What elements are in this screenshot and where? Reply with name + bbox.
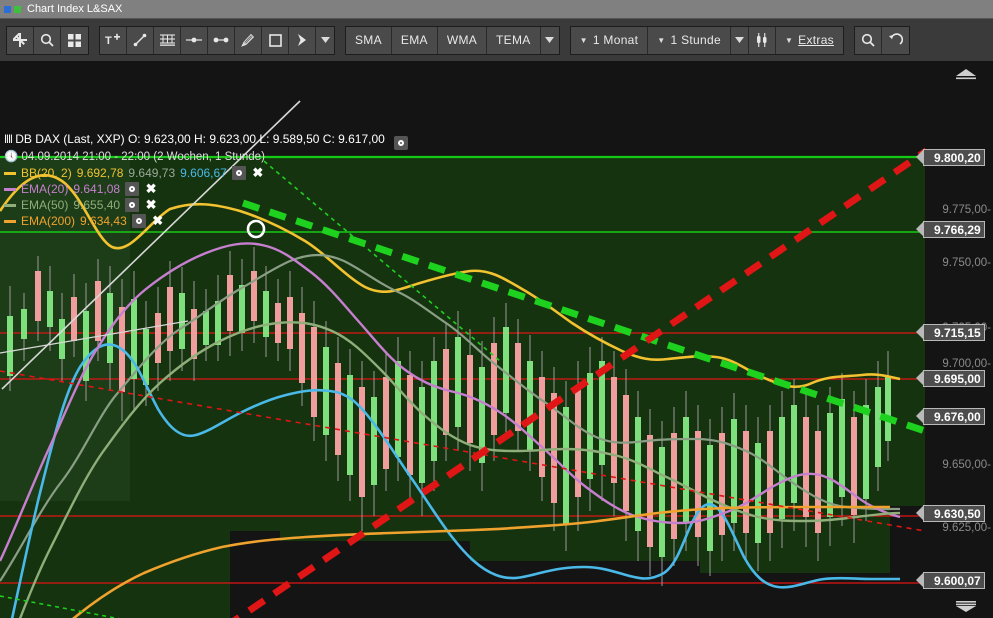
scroll-down-button[interactable] <box>955 599 977 612</box>
ema200-settings-icon[interactable] <box>131 214 146 228</box>
zoom-button[interactable] <box>854 26 882 54</box>
ema50-close-icon[interactable]: ✖ <box>145 197 157 212</box>
rectangle-tool-button[interactable] <box>262 26 289 54</box>
bollinger-middle-line <box>0 253 901 582</box>
interval-dropdown[interactable]: ▼ 1 Stunde <box>648 26 731 54</box>
white-diagonal-line <box>1 100 301 390</box>
timeframe-group: ▼ 1 Monat ▼ 1 Stunde ▼ Extras <box>569 25 844 55</box>
ema200-close-icon[interactable]: ✖ <box>152 213 164 228</box>
gridline-label-9625: 9.625,00- <box>942 522 991 534</box>
segment-tool-button[interactable] <box>208 26 235 54</box>
scroll-up-button[interactable] <box>955 68 977 80</box>
price-tag-9766[interactable]: 9.766,29 <box>916 221 985 238</box>
ema200-color-swatch <box>4 219 16 223</box>
undo-button[interactable] <box>881 26 909 54</box>
chart-canvas[interactable]: ‖‖ DB DAX (Last, XXP) O: 9.623,00 H: 9.6… <box>0 61 993 618</box>
chevron-down-icon: ▼ <box>657 35 666 45</box>
ema50-line <box>18 321 901 618</box>
horizontal-line-tool-button[interactable] <box>181 26 208 54</box>
gridline-label-9775: 9.775,00- <box>942 204 991 216</box>
window-title: Chart Index L&SAX <box>27 3 123 15</box>
average-group: SMA EMA WMA TEMA <box>345 25 560 55</box>
white-diagonal-line-2 <box>0 320 189 354</box>
settings-button[interactable] <box>7 26 34 54</box>
ema20-close-icon[interactable]: ✖ <box>145 181 157 196</box>
price-tag-9715[interactable]: 9.715,15 <box>916 324 985 341</box>
range-dropdown[interactable]: ▼ 1 Monat <box>570 26 649 54</box>
tema-button[interactable]: TEMA <box>487 26 541 54</box>
extras-dropdown[interactable]: ▼ Extras <box>775 26 843 54</box>
bb-value-lower: 9.606,67 <box>180 166 227 180</box>
ema20-value: 9.641,08 <box>73 182 121 196</box>
chevron-down-icon: ▼ <box>784 35 794 45</box>
price-tag-9630[interactable]: 9.630,50 <box>916 505 985 522</box>
interval-dropdown-label: 1 Stunde <box>670 33 721 47</box>
settings-group <box>6 25 89 55</box>
ema50-value: 9.655,40 <box>73 198 121 212</box>
ema50-label: EMA(50) <box>21 198 69 212</box>
green-dotted-trendline-lower <box>0 595 120 618</box>
bollinger-lower-line <box>10 343 900 618</box>
price-tag-9676[interactable]: 9.676,00 <box>916 408 985 425</box>
bb-value-middle: 9.649,73 <box>128 166 176 180</box>
gridline-label-9750: 9.750,00- <box>942 257 991 269</box>
chart-plot-area[interactable] <box>0 61 925 618</box>
extras-dropdown-label: Extras <box>798 33 834 47</box>
anchor-handle <box>246 219 266 239</box>
text-tool-button[interactable]: T <box>100 26 127 54</box>
ema200-line <box>71 505 890 618</box>
ema200-value: 9.634,43 <box>80 214 127 228</box>
status-dot-green <box>14 5 21 13</box>
indicator-legend-ema20[interactable]: EMA(20) 9.641,08 ✖ <box>4 181 158 196</box>
green-dotted-trendline <box>257 155 501 362</box>
gridline-label-9650: 9.650,00- <box>942 459 991 471</box>
status-dot-blue <box>4 5 11 13</box>
brush-tool-button[interactable] <box>235 26 262 54</box>
price-tag-9800[interactable]: 9.800,20 <box>916 149 985 166</box>
drawing-more-button[interactable] <box>316 26 334 54</box>
red-dashed-trendline <box>232 147 925 618</box>
window-title-bar: Chart Index L&SAX <box>0 0 993 18</box>
price-tag-9695[interactable]: 9.695,00 <box>916 370 985 387</box>
trendline-tool-button[interactable] <box>127 26 154 54</box>
zoom-group <box>853 25 910 55</box>
window-status-dots <box>4 5 21 13</box>
charttype-dropdown[interactable] <box>730 26 749 54</box>
ema200-label: EMA(200) <box>21 214 76 228</box>
wma-button[interactable]: WMA <box>437 26 488 54</box>
ema20-color-swatch <box>4 187 16 191</box>
gridline-label-9700: 9.700,00- <box>942 358 991 370</box>
sma-button[interactable]: SMA <box>346 26 392 54</box>
price-axis[interactable]: 9.775,00- 9.750,00- 9.725,00- 9.700,00- … <box>916 61 993 618</box>
ema50-settings-icon[interactable] <box>125 198 140 212</box>
ema20-settings-icon[interactable] <box>125 182 140 196</box>
ema50-color-swatch <box>4 203 16 207</box>
fibonacci-tool-button[interactable] <box>154 26 181 54</box>
ema-button[interactable]: EMA <box>391 26 438 54</box>
red-dotted-trendline <box>0 370 925 532</box>
ema20-line <box>0 242 901 562</box>
ema20-label: EMA(20) <box>21 182 69 196</box>
bb-close-icon[interactable]: ✖ <box>252 165 264 180</box>
indicator-legend-bb[interactable]: BB(20, 2) 9.692,78 9.649,73 9.606,67 ✖ <box>4 165 265 180</box>
indicator-legend-ema200[interactable]: EMA(200) 9.634,43 ✖ <box>4 213 165 228</box>
candlestick-type-button[interactable] <box>748 26 776 54</box>
price-tag-9600[interactable]: 9.600,07 <box>916 572 985 589</box>
green-dashed-trendline <box>241 199 925 435</box>
layout-button[interactable] <box>61 26 88 54</box>
cursor-tool-button[interactable] <box>289 26 316 54</box>
bb-settings-icon[interactable] <box>231 166 246 180</box>
main-toolbar: T SMA EMA WMA TEMA <box>0 18 993 61</box>
average-more-button[interactable] <box>540 26 559 54</box>
bb-label: BB(20, 2) <box>21 166 72 180</box>
bb-value-upper: 9.692,78 <box>76 166 124 180</box>
indicator-legend-ema50[interactable]: EMA(50) 9.655,40 ✖ <box>4 197 158 212</box>
chart-graphics <box>0 100 925 618</box>
chevron-down-icon: ▼ <box>579 35 588 45</box>
svg-text:T: T <box>105 35 112 47</box>
bb-color-swatch <box>4 171 16 175</box>
range-dropdown-label: 1 Monat <box>592 33 639 47</box>
search-button[interactable] <box>34 26 61 54</box>
drawing-group: T <box>99 25 335 55</box>
